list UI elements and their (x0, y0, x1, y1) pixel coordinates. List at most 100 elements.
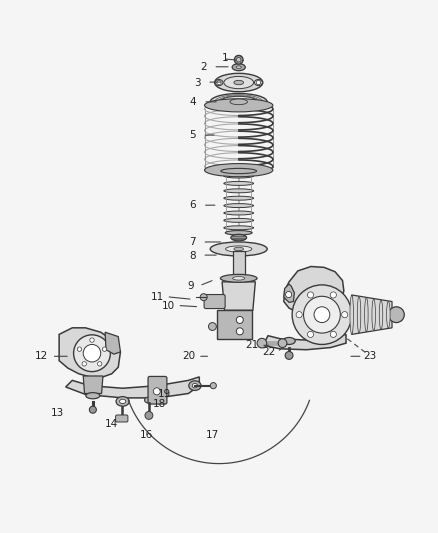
Circle shape (314, 307, 330, 322)
Circle shape (330, 332, 336, 337)
Ellipse shape (220, 96, 257, 107)
Polygon shape (217, 310, 252, 339)
Ellipse shape (234, 80, 244, 85)
Circle shape (389, 307, 404, 322)
Ellipse shape (231, 235, 247, 241)
Text: 20: 20 (182, 351, 195, 361)
Text: 1: 1 (222, 53, 229, 63)
Text: 3: 3 (194, 77, 201, 87)
Polygon shape (284, 284, 294, 302)
Text: 8: 8 (189, 251, 196, 261)
Text: 14: 14 (105, 419, 118, 429)
Polygon shape (284, 266, 344, 341)
Circle shape (98, 362, 102, 366)
Ellipse shape (350, 295, 353, 334)
Ellipse shape (145, 397, 153, 403)
Circle shape (307, 332, 314, 337)
Ellipse shape (379, 300, 383, 329)
Circle shape (83, 344, 101, 362)
Polygon shape (83, 376, 103, 393)
Ellipse shape (192, 383, 198, 388)
Circle shape (292, 285, 352, 344)
Ellipse shape (364, 297, 368, 332)
Ellipse shape (283, 337, 295, 344)
Text: 9: 9 (187, 281, 194, 291)
Text: 23: 23 (364, 351, 377, 361)
Circle shape (210, 383, 216, 389)
Text: 6: 6 (189, 200, 196, 210)
Circle shape (237, 317, 244, 324)
Ellipse shape (116, 397, 129, 406)
FancyBboxPatch shape (148, 376, 167, 404)
Ellipse shape (225, 231, 252, 235)
Circle shape (330, 292, 336, 298)
Text: 2: 2 (200, 62, 207, 72)
Ellipse shape (205, 99, 273, 112)
Text: 12: 12 (35, 351, 48, 361)
Circle shape (82, 362, 86, 366)
Circle shape (342, 312, 348, 318)
Ellipse shape (189, 381, 201, 391)
Text: 4: 4 (189, 97, 196, 107)
Circle shape (278, 339, 287, 348)
Circle shape (200, 294, 207, 301)
Ellipse shape (254, 79, 262, 86)
FancyBboxPatch shape (116, 415, 128, 422)
Ellipse shape (220, 274, 257, 282)
Ellipse shape (210, 93, 267, 110)
Polygon shape (233, 251, 245, 282)
Circle shape (296, 312, 302, 318)
Ellipse shape (224, 189, 254, 193)
Circle shape (217, 80, 221, 85)
Text: 22: 22 (263, 347, 276, 357)
Circle shape (285, 351, 293, 359)
Circle shape (304, 296, 340, 333)
Ellipse shape (387, 302, 390, 328)
Ellipse shape (224, 211, 254, 215)
Text: 19: 19 (158, 389, 171, 399)
Ellipse shape (224, 181, 254, 185)
Ellipse shape (224, 204, 254, 207)
Ellipse shape (224, 226, 254, 230)
Circle shape (307, 292, 314, 298)
Ellipse shape (226, 246, 252, 252)
Ellipse shape (224, 76, 254, 88)
Text: 18: 18 (153, 399, 166, 409)
Ellipse shape (120, 399, 126, 403)
Ellipse shape (236, 66, 241, 69)
Ellipse shape (234, 247, 244, 251)
Circle shape (77, 347, 81, 351)
Ellipse shape (215, 74, 263, 92)
Ellipse shape (232, 64, 245, 71)
Ellipse shape (372, 299, 375, 330)
Ellipse shape (210, 242, 267, 256)
Circle shape (237, 328, 244, 335)
Polygon shape (105, 332, 120, 354)
Circle shape (257, 338, 267, 348)
Text: 17: 17 (206, 430, 219, 440)
Text: 16: 16 (140, 430, 153, 440)
Circle shape (102, 347, 107, 351)
Ellipse shape (86, 393, 100, 399)
Text: 10: 10 (162, 301, 175, 311)
Polygon shape (352, 295, 392, 334)
Circle shape (234, 55, 243, 64)
Circle shape (153, 388, 160, 395)
Polygon shape (66, 377, 199, 398)
Polygon shape (263, 334, 346, 350)
Ellipse shape (224, 219, 254, 222)
Ellipse shape (230, 99, 247, 104)
Ellipse shape (221, 168, 257, 174)
Circle shape (90, 338, 94, 342)
Polygon shape (222, 282, 255, 310)
Circle shape (208, 322, 216, 330)
Text: 21: 21 (245, 341, 258, 350)
Circle shape (286, 292, 292, 297)
Ellipse shape (224, 174, 254, 178)
Ellipse shape (233, 277, 245, 280)
Text: 5: 5 (189, 130, 196, 140)
Ellipse shape (205, 164, 273, 177)
Text: 7: 7 (189, 237, 196, 247)
Text: 13: 13 (50, 408, 64, 418)
Polygon shape (59, 328, 120, 377)
